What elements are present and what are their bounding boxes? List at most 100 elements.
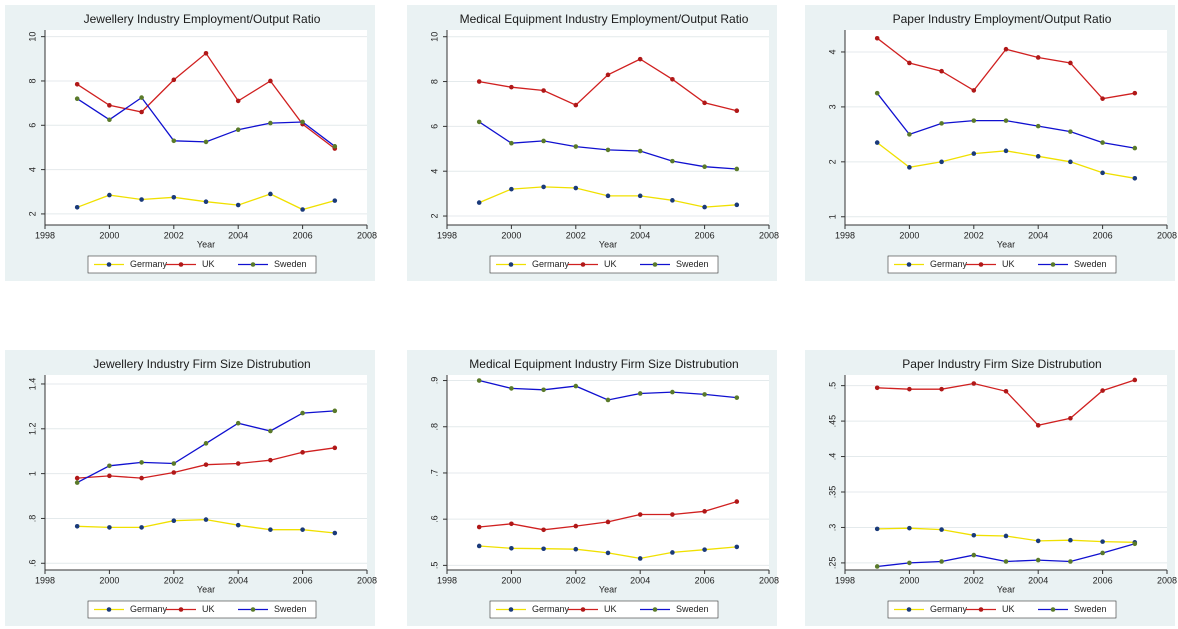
data-point <box>171 77 177 83</box>
y-tick-label: .5 <box>827 382 837 390</box>
data-point <box>670 77 675 82</box>
data-point <box>907 560 912 566</box>
data-point <box>939 559 944 564</box>
data-point <box>874 385 880 391</box>
data-point <box>637 193 643 199</box>
data-point <box>1100 539 1105 544</box>
data-point <box>107 103 112 108</box>
y-tick-label: .25 <box>827 557 837 570</box>
data-point <box>1100 96 1105 101</box>
data-point <box>1003 389 1009 394</box>
data-point <box>605 193 611 199</box>
data-point <box>670 550 675 555</box>
legend-marker <box>580 262 586 267</box>
data-point <box>203 441 209 446</box>
x-tick-label: 2004 <box>630 575 650 585</box>
data-point <box>74 81 80 87</box>
legend-label: Germany <box>930 604 968 614</box>
data-point <box>541 184 546 190</box>
x-tick-label: 2004 <box>630 230 650 240</box>
data-point <box>734 108 740 113</box>
x-tick-label: 1998 <box>835 230 855 240</box>
x-tick-label: 2006 <box>1093 230 1113 240</box>
data-point <box>874 564 880 569</box>
legend-label: Germany <box>532 259 570 269</box>
data-point <box>1132 90 1138 96</box>
chart-panel: Medical Equipment Industry Firm Size Dis… <box>407 350 779 626</box>
data-point <box>541 387 546 393</box>
chart-title: Paper Industry Firm Size Distrubution <box>902 357 1101 371</box>
legend-label: Germany <box>532 604 570 614</box>
data-point <box>509 386 514 391</box>
chart-title: Medical Equipment Industry Firm Size Dis… <box>469 357 738 371</box>
y-tick-label: .9 <box>429 377 439 385</box>
legend-label: UK <box>604 604 617 614</box>
data-point <box>139 109 144 115</box>
y-tick-label: 1 <box>827 214 837 219</box>
data-point <box>74 96 80 101</box>
x-tick-label: 2000 <box>501 575 521 585</box>
legend-box <box>87 600 317 619</box>
data-point <box>509 545 514 551</box>
data-point <box>1068 559 1073 564</box>
data-point <box>235 202 241 208</box>
data-point <box>171 138 177 144</box>
data-point <box>1100 550 1105 556</box>
x-tick-label: 1998 <box>35 230 55 240</box>
y-tick-label: 1.2 <box>27 423 37 436</box>
legend-label: UK <box>202 604 215 614</box>
data-point <box>235 461 241 466</box>
legend-box <box>887 255 1117 274</box>
y-tick-label: 4 <box>429 169 439 174</box>
legend-label: Sweden <box>1074 604 1107 614</box>
legend-marker <box>978 607 984 612</box>
data-point <box>702 392 707 397</box>
data-point <box>874 90 880 96</box>
data-point <box>637 391 643 396</box>
data-point <box>107 525 112 530</box>
data-point <box>1132 541 1138 547</box>
x-tick-label: 2004 <box>228 230 248 240</box>
chart-title: Jewellery Industry Employment/Output Rat… <box>84 12 321 26</box>
legend-marker <box>906 262 912 267</box>
data-point <box>1068 60 1073 66</box>
data-point <box>268 191 273 197</box>
data-point <box>670 198 675 203</box>
data-point <box>332 445 338 451</box>
y-tick-label: 10 <box>429 32 439 42</box>
data-point <box>670 512 675 517</box>
data-point <box>605 550 611 556</box>
data-point <box>971 118 977 123</box>
data-point <box>107 192 112 198</box>
x-axis-label: Year <box>997 239 1015 249</box>
data-point <box>541 138 546 144</box>
x-tick-label: 1998 <box>35 575 55 585</box>
x-tick-label: 2000 <box>899 575 919 585</box>
x-axis-label: Year <box>599 239 617 249</box>
data-point <box>203 517 209 522</box>
data-point <box>939 159 944 165</box>
y-tick-label: 1.4 <box>27 378 37 391</box>
data-point <box>107 117 112 123</box>
y-tick-label: 8 <box>429 79 439 84</box>
data-point <box>971 151 977 156</box>
legend-label: Germany <box>130 259 168 269</box>
x-tick-label: 2002 <box>566 575 586 585</box>
legend-label: Sweden <box>274 604 307 614</box>
data-point <box>300 119 305 125</box>
data-point <box>74 523 80 529</box>
y-tick-label: 3 <box>827 104 837 109</box>
data-point <box>734 499 740 504</box>
data-point <box>907 165 912 170</box>
y-tick-label: .7 <box>429 469 439 477</box>
data-point <box>139 197 144 202</box>
y-tick-label: 10 <box>27 32 37 42</box>
data-point <box>605 147 611 153</box>
data-point <box>1003 46 1009 52</box>
data-point <box>203 199 209 205</box>
data-point <box>268 120 273 126</box>
legend-marker <box>508 607 514 612</box>
legend-marker <box>978 262 984 267</box>
x-tick-label: 2002 <box>164 575 184 585</box>
